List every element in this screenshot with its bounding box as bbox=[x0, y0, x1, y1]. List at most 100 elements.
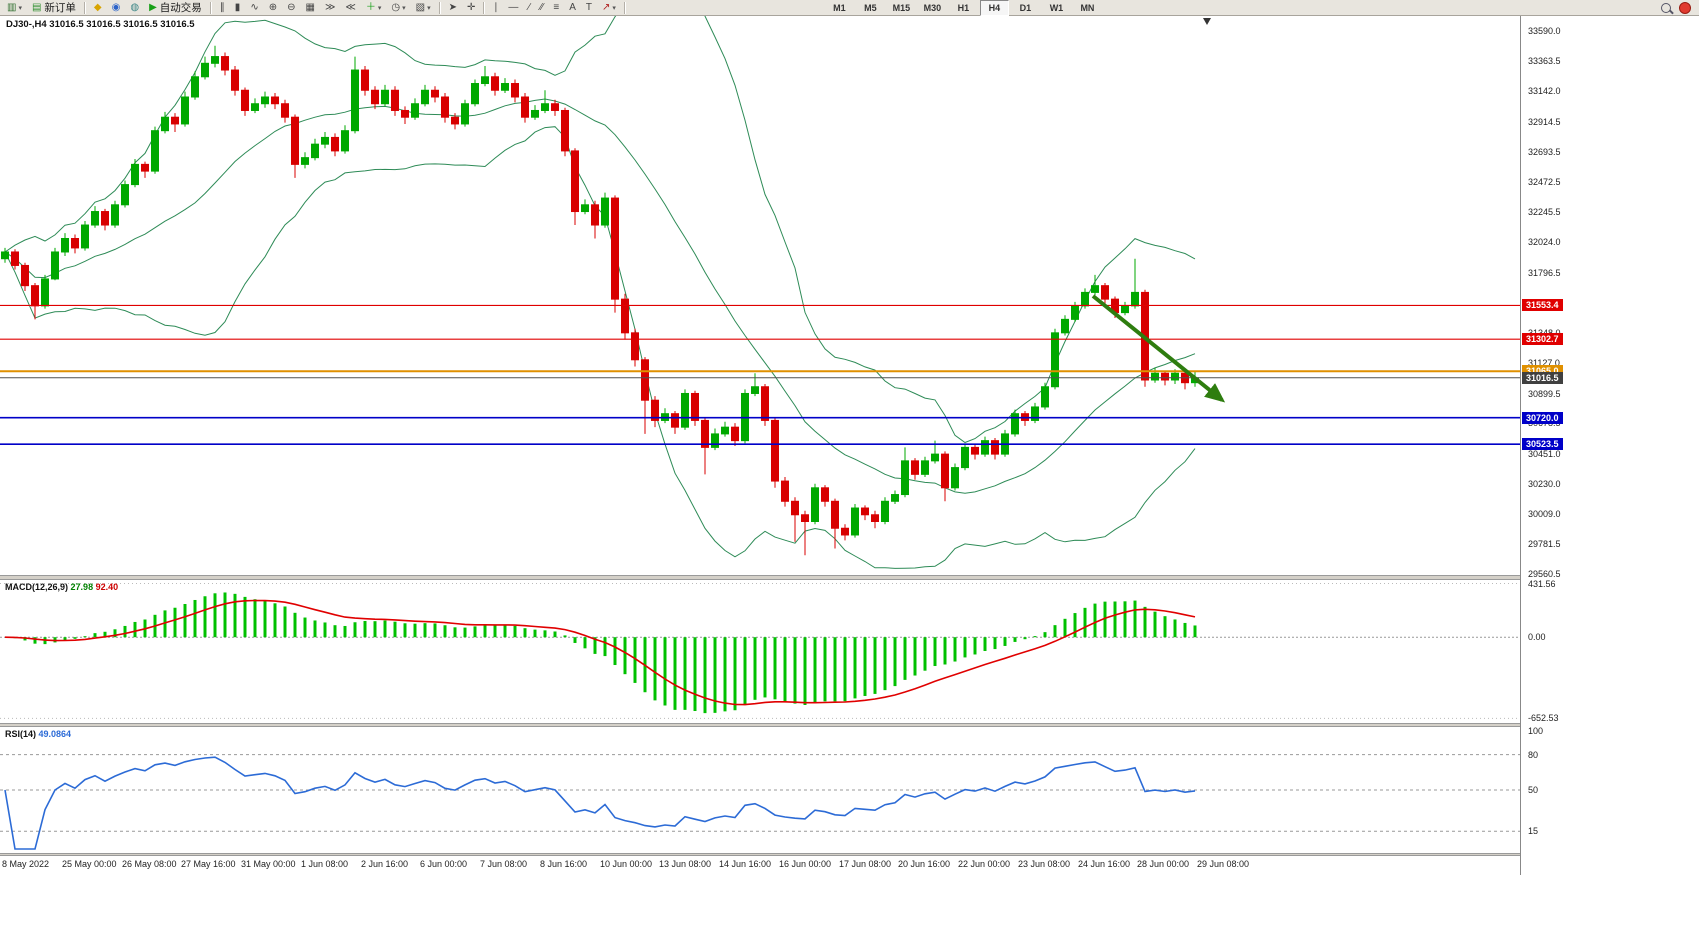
zoom-in-button[interactable]: ⊕ bbox=[265, 0, 281, 16]
auto-trading-icon: ▶ bbox=[149, 1, 157, 13]
price-axis-label: 30451.0 bbox=[1528, 449, 1561, 459]
bar-chart-mode-icon: ∥ bbox=[219, 1, 225, 13]
price-axis-label: 33142.0 bbox=[1528, 86, 1561, 96]
price-axis[interactable]: 33590.0 33363.5 33142.0 32914.5 32693.5 32472… bbox=[1520, 16, 1699, 875]
auto-trading-label: 自动交易 bbox=[159, 2, 202, 14]
rsi-axis-label: 50 bbox=[1528, 785, 1539, 795]
price-axis-label: 31127.0 bbox=[1528, 358, 1560, 368]
search-icon[interactable] bbox=[1661, 2, 1671, 13]
time-axis[interactable]: 8 May 2022 25 May 00:00 26 May 08:00 27 May… bbox=[0, 856, 1520, 875]
new-order-icon: ▤ bbox=[31, 1, 42, 13]
price-axis-label: 30230.0 bbox=[1528, 479, 1561, 489]
toolbar-separator bbox=[483, 1, 486, 14]
time-axis-label: 17 Jun 08:00 bbox=[839, 859, 892, 869]
auto-scroll-button[interactable]: ≫ bbox=[321, 0, 339, 16]
timeframe-m1-button[interactable]: M1 bbox=[833, 2, 846, 13]
chevron-down-icon: ▾ bbox=[377, 4, 382, 12]
arrows-button[interactable]: ↗ ▾ bbox=[598, 0, 620, 16]
auto-trading-button[interactable]: ▶ 自动交易 bbox=[145, 0, 206, 16]
time-axis-label: 2 Jun 16:00 bbox=[361, 859, 409, 869]
timeframe-m5-button[interactable]: M5 bbox=[864, 2, 877, 13]
periods-button[interactable]: ◷ ▾ bbox=[387, 0, 409, 16]
timeframe-group: M1 M5 M15 M30 H1 H4 D1 W1 MN bbox=[824, 0, 1103, 16]
macd-signal-value: 92.40 bbox=[95, 582, 119, 592]
vertical-line-button[interactable]: ∣ bbox=[489, 0, 502, 16]
equidistant-channel-button[interactable]: ∕∕ bbox=[536, 0, 547, 16]
new-order-button[interactable]: ▤ 新订单 bbox=[28, 0, 80, 16]
price-tag-31553.4: 31553.4 bbox=[1522, 299, 1563, 311]
bar-chart-mode-button[interactable]: ∥ bbox=[216, 0, 229, 16]
price-axis-label: 32914.5 bbox=[1528, 117, 1561, 127]
templates-button[interactable]: ▧ ▾ bbox=[412, 0, 435, 16]
price-axis-label: 30009.0 bbox=[1528, 509, 1561, 519]
rsi-axis-label: 100 bbox=[1528, 726, 1544, 736]
news-button[interactable]: ◍ bbox=[126, 0, 143, 16]
time-axis-label: 6 Jun 00:00 bbox=[420, 859, 468, 869]
rsi-name: RSI(14) bbox=[5, 729, 37, 739]
time-axis-label: 16 Jun 00:00 bbox=[779, 859, 832, 869]
equidistant-channel-icon: ∕∕ bbox=[540, 1, 544, 13]
timeframe-m15-button[interactable]: M15 bbox=[892, 2, 911, 13]
timeframe-d1-button[interactable]: D1 bbox=[1019, 2, 1032, 13]
rsi-axis-label: 80 bbox=[1528, 750, 1539, 760]
price-tag-31016.5: 31016.5 bbox=[1522, 372, 1563, 384]
text-button[interactable]: A bbox=[565, 0, 580, 16]
candlestick-mode-icon: ▮ bbox=[234, 1, 241, 13]
community-icon[interactable] bbox=[1679, 1, 1691, 14]
toolbar-separator bbox=[438, 1, 441, 14]
cursor-button[interactable]: ➤ bbox=[445, 0, 461, 16]
time-axis-label: 7 Jun 08:00 bbox=[480, 859, 528, 869]
chart-shift-button[interactable]: ≪ bbox=[341, 0, 359, 16]
trendline-button[interactable]: ∕ bbox=[524, 0, 534, 16]
news-icon: ◍ bbox=[130, 1, 140, 13]
timeframe-mn-button[interactable]: MN bbox=[1080, 2, 1095, 13]
expert-advisors-button[interactable]: ◆ bbox=[90, 0, 106, 16]
timeframe-w1-button[interactable]: W1 bbox=[1049, 2, 1064, 13]
chevron-down-icon: ▾ bbox=[612, 4, 616, 12]
candlestick-mode-button[interactable]: ▮ bbox=[231, 0, 245, 16]
timeframe-h1-button[interactable]: H1 bbox=[957, 2, 970, 13]
toolbar-right-group bbox=[1661, 1, 1697, 14]
zoom-in-icon: ⊕ bbox=[268, 1, 278, 13]
macd-panel-canvas[interactable] bbox=[0, 580, 1520, 723]
tile-windows-button[interactable]: ▦ bbox=[301, 0, 318, 16]
panel-separator-rsi[interactable] bbox=[0, 723, 1699, 727]
auto-scroll-icon: ≫ bbox=[324, 1, 336, 13]
price-tag-30523.5: 30523.5 bbox=[1522, 438, 1563, 450]
fibonacci-button[interactable]: ≡ bbox=[549, 0, 563, 16]
community-button[interactable]: ◉ bbox=[108, 0, 125, 16]
toolbar-separator bbox=[83, 1, 86, 14]
chart-shift-icon: ≪ bbox=[345, 1, 356, 13]
panel-separator-macd[interactable] bbox=[0, 575, 1699, 580]
text-label-button[interactable]: T bbox=[582, 0, 596, 16]
crosshair-button[interactable]: ✛ bbox=[463, 0, 479, 16]
time-axis-label: 20 Jun 16:00 bbox=[898, 859, 951, 869]
timeframe-m30-button[interactable]: M30 bbox=[923, 2, 942, 13]
new-chart-icon: ▥ bbox=[7, 1, 17, 13]
arrows-icon: ↗ bbox=[602, 1, 611, 13]
expert-advisors-icon: ◆ bbox=[93, 1, 102, 13]
price-axis-label: 30899.5 bbox=[1528, 389, 1561, 399]
chevron-down-icon: ▾ bbox=[427, 4, 431, 12]
vertical-line-icon: ∣ bbox=[493, 1, 499, 13]
time-axis-label: 1 Jun 08:00 bbox=[301, 859, 349, 869]
macd-axis-label: 431.56 bbox=[1528, 579, 1556, 589]
new-chart-button[interactable]: ▥ ▾ bbox=[3, 0, 26, 16]
line-chart-mode-button[interactable]: ∿ bbox=[246, 0, 262, 16]
time-axis-label: 23 Jun 08:00 bbox=[1018, 859, 1071, 869]
chevron-down-icon: ▾ bbox=[18, 4, 22, 12]
horizontal-line-button[interactable]: ― bbox=[504, 0, 522, 16]
panel-separator-bottom[interactable] bbox=[0, 853, 1699, 856]
timeframe-h4-button[interactable]: H4 bbox=[979, 0, 1009, 16]
time-axis-label: 31 May 00:00 bbox=[241, 859, 296, 869]
indicators-button[interactable]: ＋ ▾ bbox=[362, 0, 386, 16]
rsi-panel-canvas[interactable] bbox=[0, 727, 1520, 853]
indicators-icon: ＋ bbox=[365, 1, 376, 13]
text-label-icon: T bbox=[585, 1, 593, 13]
zoom-out-icon: ⊖ bbox=[287, 1, 296, 13]
community-icon: ◉ bbox=[111, 1, 121, 13]
zoom-out-button[interactable]: ⊖ bbox=[283, 0, 299, 16]
tile-windows-icon: ▦ bbox=[305, 1, 315, 13]
main-chart-canvas[interactable] bbox=[0, 16, 1520, 575]
